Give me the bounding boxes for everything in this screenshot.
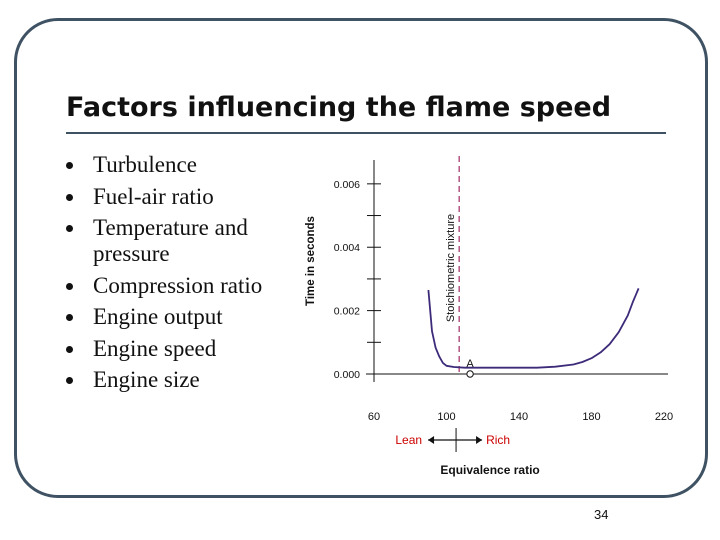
arrow-left-head bbox=[428, 436, 435, 444]
bullet-dot-icon bbox=[66, 345, 73, 353]
y-axis-title: Time in seconds bbox=[305, 216, 317, 306]
bullet-item: Temperature and pressure bbox=[66, 215, 296, 267]
bullet-text: Compression ratio bbox=[93, 272, 263, 298]
bullet-text: Engine speed bbox=[93, 335, 217, 361]
x-tick-label: 140 bbox=[510, 411, 528, 423]
x-tick-label: 100 bbox=[437, 411, 455, 423]
rich-label: Rich bbox=[486, 433, 510, 447]
point-a-marker bbox=[466, 370, 474, 378]
bullet-text: Engine size bbox=[93, 367, 200, 392]
bullet-dot-icon bbox=[66, 193, 73, 201]
bullet-text: Fuel-air ratio bbox=[93, 183, 214, 209]
bullet-text: Engine output bbox=[93, 304, 223, 329]
page-number: 34 bbox=[594, 507, 609, 522]
bullet-dot-icon bbox=[66, 314, 73, 321]
bullet-dot-icon bbox=[66, 225, 73, 232]
stoichiometric-label: Stoichiometric mixture bbox=[445, 214, 457, 322]
bullet-item: Engine size bbox=[66, 367, 296, 393]
slide-title: Factors influencing the flame speed bbox=[66, 92, 612, 123]
bullet-item: Compression ratio bbox=[66, 273, 296, 299]
slide-frame bbox=[14, 18, 708, 498]
flame-speed-chart: 0.000 0.002 0.004 0.006 60 100 140 180 220 Time i… bbox=[305, 156, 673, 477]
y-tick-label: 0.006 bbox=[334, 179, 360, 191]
x-tick-label: 220 bbox=[655, 411, 673, 423]
point-a-label: A bbox=[466, 358, 474, 370]
bullet-item: Fuel-air ratio bbox=[66, 184, 296, 210]
bullet-text: Temperature and pressure bbox=[93, 215, 248, 266]
bullet-dot-icon bbox=[66, 162, 73, 169]
bullet-item: Engine speed bbox=[66, 336, 296, 362]
title-underline bbox=[66, 132, 666, 134]
y-tick-label: 0.002 bbox=[334, 306, 360, 318]
x-tick-label: 180 bbox=[582, 411, 600, 423]
lean-label: Lean bbox=[395, 433, 422, 447]
bullet-text: Turbulence bbox=[93, 152, 197, 177]
bullet-item: Engine output bbox=[66, 304, 296, 330]
x-axis-title: Equivalence ratio bbox=[440, 463, 539, 477]
arrow-right-head bbox=[476, 436, 483, 444]
bullet-dot-icon bbox=[66, 282, 73, 290]
y-tick-label: 0.004 bbox=[334, 242, 360, 254]
x-tick-label: 60 bbox=[368, 411, 380, 423]
bullet-list: Turbulence Fuel-air ratio Temperature an… bbox=[66, 152, 296, 399]
y-tick-label: 0.000 bbox=[334, 369, 360, 381]
series-line bbox=[427, 288, 640, 369]
bullet-item: Turbulence bbox=[66, 152, 296, 178]
bullet-dot-icon bbox=[66, 377, 73, 384]
